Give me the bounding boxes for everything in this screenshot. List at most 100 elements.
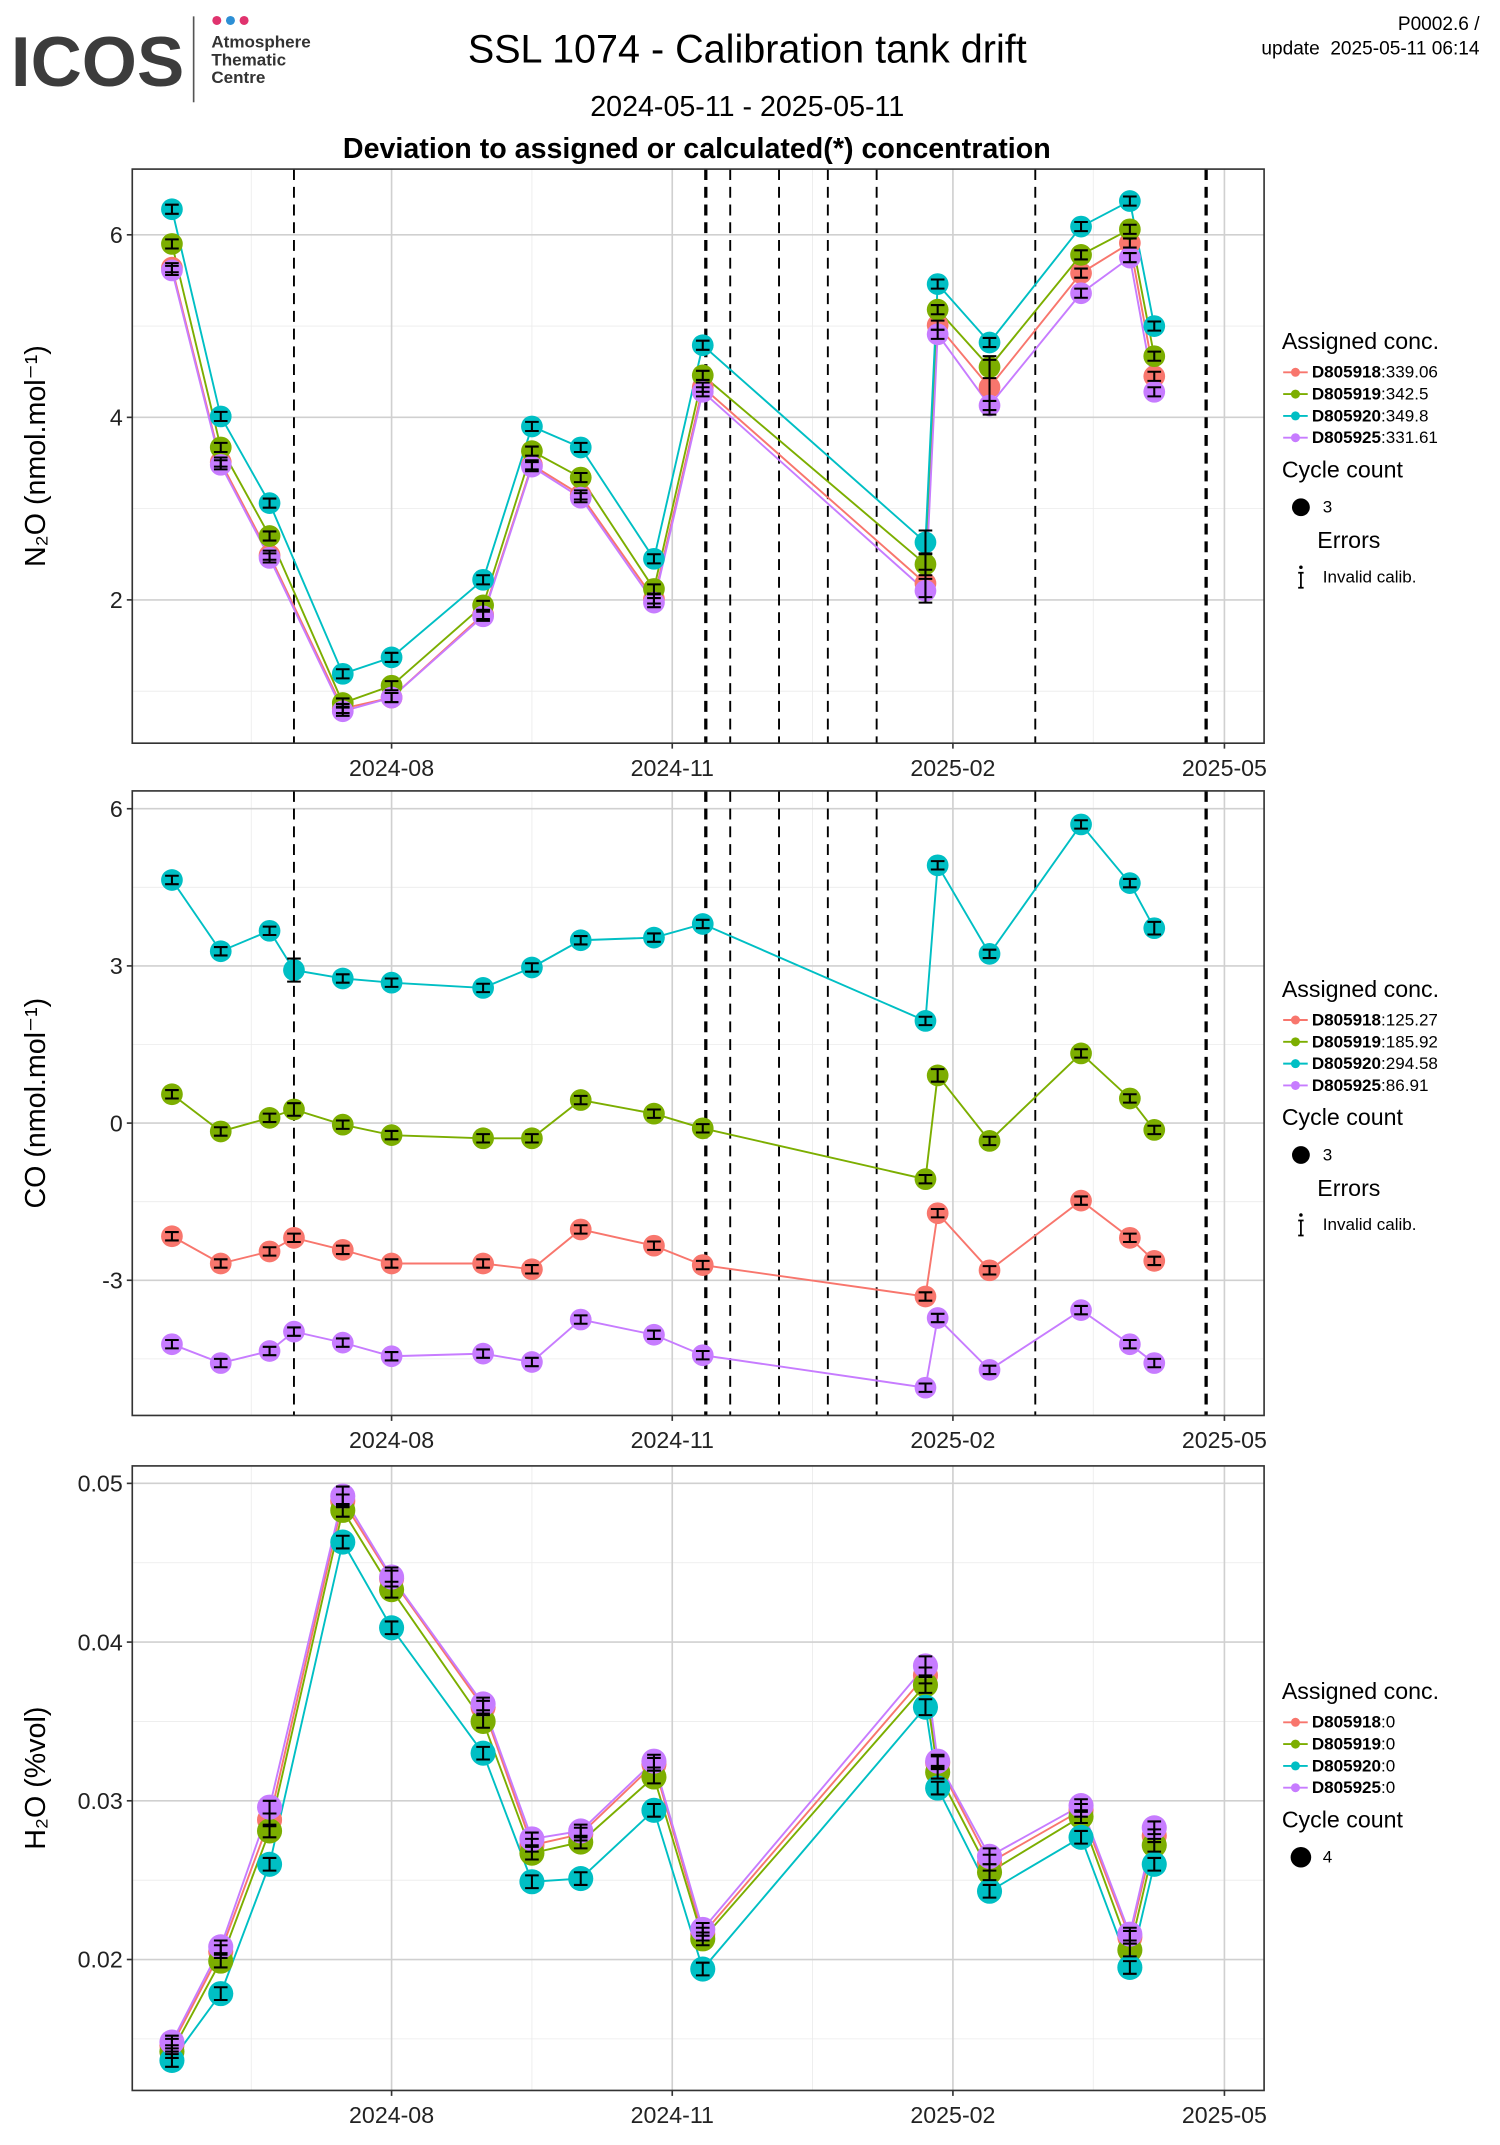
- error-bar: [982, 355, 997, 380]
- error-bar: [1074, 819, 1088, 830]
- y-tick-label: -3: [102, 1267, 123, 1293]
- error-bar: [1147, 920, 1162, 936]
- error-bar: [384, 1129, 399, 1141]
- error-bar: [335, 1485, 350, 1507]
- errors-legend-entry: Invalid calib.: [1282, 1208, 1497, 1241]
- error-bar: [476, 599, 490, 611]
- error-bar: [1147, 320, 1162, 332]
- y-tick-label: 6: [110, 222, 123, 248]
- error-bar: [165, 1089, 179, 1100]
- logo-line: Thematic: [211, 50, 286, 69]
- plot-frame: [131, 1465, 1265, 2092]
- y-tick-label: 3: [110, 953, 123, 979]
- error-bar: [525, 1133, 539, 1144]
- error-bar: [930, 1312, 945, 1324]
- legend-entry: D805918125.27: [1282, 1009, 1497, 1031]
- error-bar: [213, 1357, 228, 1369]
- x-tick-label: 2025-02: [910, 755, 995, 781]
- error-bar: [384, 1258, 399, 1269]
- error-bar: [930, 1207, 945, 1219]
- error-bar: [695, 1961, 710, 1977]
- error-bar: [573, 471, 588, 484]
- error-bar: [930, 328, 945, 340]
- logo-line: Atmosphere: [211, 33, 310, 52]
- error-bar: [262, 1345, 277, 1357]
- legend-swatch-dot: [1290, 1059, 1300, 1069]
- error-bar: [213, 1986, 228, 2002]
- error-bar: [695, 339, 710, 351]
- error-bar: [525, 1264, 539, 1275]
- error-bar: [384, 1351, 399, 1362]
- error-bar: [647, 597, 661, 609]
- error-bar: [1123, 877, 1137, 889]
- legend-swatch-dot: [1290, 1783, 1300, 1793]
- error-bar: [918, 1655, 933, 1677]
- error-bar: [1123, 237, 1137, 249]
- error-bar: [476, 610, 490, 622]
- logo-line: Centre: [211, 68, 265, 87]
- error-bar: [1147, 1357, 1162, 1369]
- logo-dot: [239, 15, 249, 25]
- legend-value: 0: [1385, 1778, 1396, 1798]
- error-bar: [573, 1224, 588, 1235]
- error-bar: [982, 1265, 997, 1276]
- error-bar: [982, 1883, 997, 1899]
- error-bar: [335, 1534, 350, 1550]
- error-bar: [1074, 221, 1088, 233]
- legend-entry: D80592586.91: [1282, 1075, 1497, 1097]
- error-bar: [1147, 1856, 1162, 1872]
- error-bar: [930, 1068, 945, 1083]
- y-axis-title: H₂O (%vol): [20, 1707, 52, 1850]
- legend-value: 0: [1385, 1756, 1396, 1776]
- legend-swatch: [1283, 389, 1308, 399]
- error-bar: [384, 1620, 399, 1636]
- error-bar: [1074, 287, 1088, 299]
- error-bar: [918, 1675, 933, 1694]
- error-bar: [573, 1094, 588, 1106]
- legend-swatch: [1283, 1761, 1308, 1771]
- error-bar: [262, 1856, 277, 1872]
- error-bar: [930, 304, 945, 316]
- error-bar: [695, 1259, 710, 1271]
- error-bar: [647, 1753, 661, 1769]
- y-axis-title: CO (nmol.mol⁻¹): [20, 998, 52, 1209]
- error-bar: [695, 386, 710, 398]
- error-bar: [1123, 1942, 1137, 1958]
- error-bar: [165, 2034, 179, 2050]
- errors-legend-label: Invalid calib.: [1322, 1215, 1417, 1235]
- legend-swatch-dot: [1290, 367, 1300, 377]
- error-bar: [335, 668, 350, 680]
- error-bar: [918, 1382, 933, 1393]
- series-line: [171, 227, 1156, 705]
- error-bar: [647, 583, 661, 595]
- error-bar: [695, 918, 710, 930]
- error-bar: [695, 369, 710, 381]
- error-bar: [165, 2053, 179, 2068]
- error-bar: [982, 1364, 997, 1376]
- error-bar: [476, 982, 490, 994]
- legend-name: D805919: [1312, 1735, 1386, 1754]
- legend-box: Assigned conc. D805918125.27D805919185.92…: [1282, 976, 1497, 1241]
- errors-legend-title: Errors: [1317, 527, 1381, 554]
- legend-name: D805920: [1312, 406, 1386, 425]
- error-bar: [165, 1338, 179, 1350]
- legend-name: D805920: [1312, 1054, 1386, 1073]
- legend-value: 331.61: [1385, 428, 1438, 448]
- series-line: [171, 1493, 1156, 2043]
- errors-swatch-dot: [1299, 565, 1303, 570]
- error-bar: [1123, 1338, 1137, 1350]
- error-bar: [262, 552, 277, 564]
- legend-entry: D805919185.92: [1282, 1031, 1497, 1053]
- legend-swatch: [1283, 1739, 1308, 1749]
- legend-title: Assigned conc.: [1281, 976, 1440, 1003]
- error-bar: [1123, 1926, 1137, 1942]
- error-bar: [1147, 1255, 1162, 1267]
- period: 2024-05-11 - 2025-05-11: [590, 91, 904, 123]
- error-bar: [262, 1112, 277, 1124]
- size-swatch: [1290, 1846, 1312, 1868]
- y-axis-title: N₂O (nmol.mol⁻¹): [20, 345, 52, 567]
- error-bar: [930, 1753, 945, 1769]
- legend-entry: D805918339.06: [1282, 361, 1497, 383]
- error-bar: [384, 651, 399, 663]
